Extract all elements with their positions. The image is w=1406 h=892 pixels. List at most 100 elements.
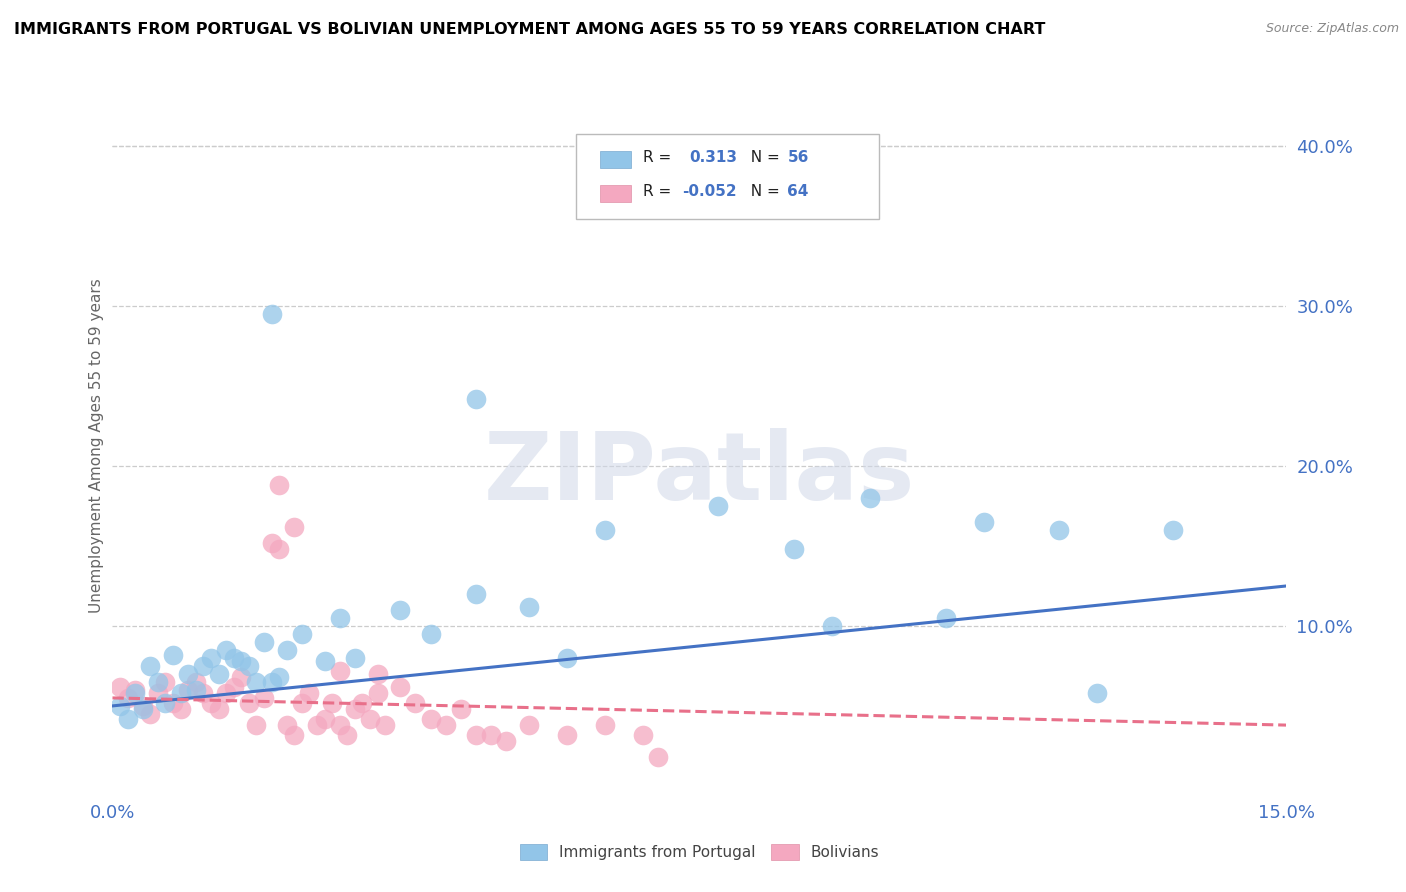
Point xyxy=(200,696,222,710)
Point xyxy=(139,659,162,673)
Point xyxy=(238,659,260,673)
Point xyxy=(329,718,352,732)
Point xyxy=(193,659,215,673)
Point xyxy=(593,523,616,537)
Point xyxy=(276,718,298,732)
Text: 64: 64 xyxy=(787,185,808,199)
Point xyxy=(155,696,177,710)
Point xyxy=(555,728,578,742)
Text: R =: R = xyxy=(643,151,681,165)
Point xyxy=(329,664,352,678)
Point xyxy=(124,682,146,697)
Point xyxy=(177,682,200,697)
Point xyxy=(821,619,844,633)
Point xyxy=(184,682,207,697)
Point xyxy=(329,611,352,625)
Point xyxy=(343,651,366,665)
Point xyxy=(146,686,169,700)
Point xyxy=(222,680,245,694)
Text: -0.052: -0.052 xyxy=(682,185,737,199)
Point xyxy=(108,698,131,713)
Point xyxy=(783,542,806,557)
Point xyxy=(707,499,730,513)
Point xyxy=(117,690,139,705)
Point xyxy=(367,686,389,700)
Text: IMMIGRANTS FROM PORTUGAL VS BOLIVIAN UNEMPLOYMENT AMONG AGES 55 TO 59 YEARS CORR: IMMIGRANTS FROM PORTUGAL VS BOLIVIAN UNE… xyxy=(14,22,1046,37)
Text: 56: 56 xyxy=(787,151,808,165)
Point xyxy=(207,667,229,681)
Point xyxy=(343,702,366,716)
Point xyxy=(269,542,291,557)
Point xyxy=(434,718,457,732)
Point xyxy=(215,686,238,700)
Point xyxy=(593,718,616,732)
Point xyxy=(450,702,472,716)
Point xyxy=(859,491,882,505)
Point xyxy=(495,734,517,748)
Point xyxy=(162,696,184,710)
Point xyxy=(132,702,155,716)
Point xyxy=(291,627,314,641)
Point xyxy=(389,680,412,694)
Point xyxy=(465,392,488,406)
Point xyxy=(1047,523,1070,537)
Point xyxy=(1161,523,1184,537)
Text: ZIPatlas: ZIPatlas xyxy=(484,428,915,520)
Point xyxy=(238,696,260,710)
Legend: Immigrants from Portugal, Bolivians: Immigrants from Portugal, Bolivians xyxy=(513,838,886,866)
Point xyxy=(245,674,267,689)
Text: N =: N = xyxy=(741,185,785,199)
Point xyxy=(193,686,215,700)
Point xyxy=(314,712,336,726)
Point xyxy=(314,654,336,668)
Y-axis label: Unemployment Among Ages 55 to 59 years: Unemployment Among Ages 55 to 59 years xyxy=(89,278,104,614)
Point xyxy=(298,686,321,700)
Point xyxy=(973,515,995,529)
Point xyxy=(367,667,389,681)
Point xyxy=(555,651,578,665)
Point xyxy=(321,696,343,710)
Point xyxy=(359,712,381,726)
Point xyxy=(177,667,200,681)
Point xyxy=(269,478,291,492)
Point xyxy=(276,643,298,657)
Point xyxy=(124,686,146,700)
Point xyxy=(245,718,267,732)
Point xyxy=(465,728,488,742)
Point xyxy=(283,520,305,534)
Point xyxy=(200,651,222,665)
Point xyxy=(253,635,276,649)
Point xyxy=(305,718,328,732)
Point xyxy=(231,654,253,668)
Point xyxy=(517,599,540,614)
Point xyxy=(260,674,283,689)
Point xyxy=(215,643,238,657)
Point xyxy=(132,698,155,713)
Point xyxy=(222,651,245,665)
Text: N =: N = xyxy=(741,151,785,165)
Point xyxy=(162,648,184,662)
Point xyxy=(1085,686,1108,700)
Point xyxy=(260,535,283,549)
Point xyxy=(231,670,253,684)
Point xyxy=(479,728,502,742)
Point xyxy=(184,674,207,689)
Point xyxy=(260,307,283,321)
Point xyxy=(389,603,412,617)
Point xyxy=(169,702,191,716)
Point xyxy=(269,670,291,684)
Point xyxy=(169,686,191,700)
Point xyxy=(404,696,426,710)
Text: R =: R = xyxy=(643,185,676,199)
Point xyxy=(155,674,177,689)
Text: 0.313: 0.313 xyxy=(689,151,737,165)
Point xyxy=(117,712,139,726)
Point xyxy=(352,696,374,710)
Point xyxy=(647,750,669,764)
Point xyxy=(207,702,229,716)
Point xyxy=(253,690,276,705)
Point xyxy=(419,712,441,726)
Point xyxy=(517,718,540,732)
Point xyxy=(291,696,314,710)
Point xyxy=(374,718,396,732)
